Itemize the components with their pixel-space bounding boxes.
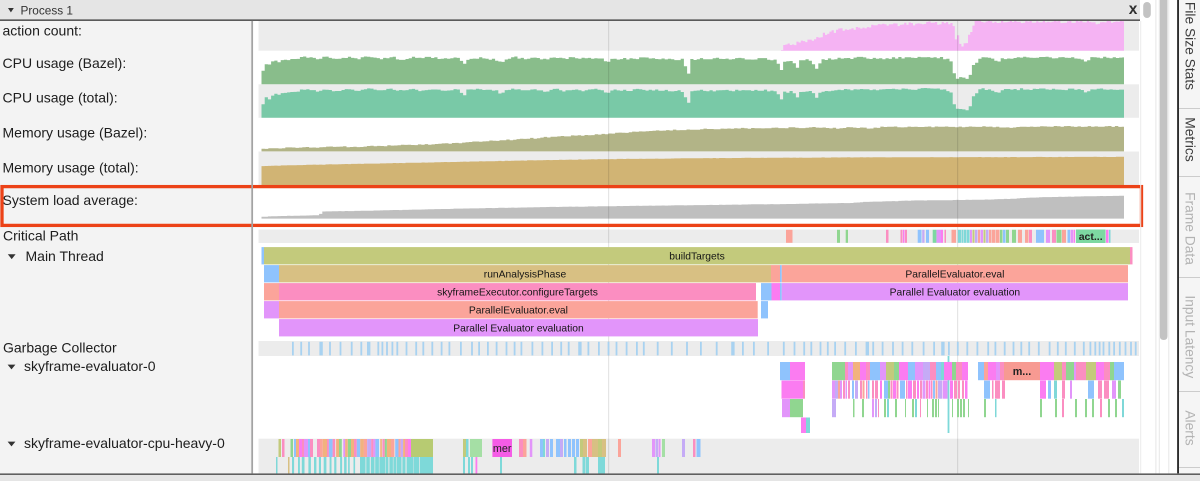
svg-text:skyframe-evaluator-cpu-heavy-0: skyframe-evaluator-cpu-heavy-0 (24, 435, 225, 451)
svg-text:act...: act... (1079, 231, 1103, 243)
svg-text:Parallel Evaluator evaluation: Parallel Evaluator evaluation (453, 323, 584, 334)
svg-text:ParallelEvaluator.eval: ParallelEvaluator.eval (469, 305, 568, 316)
svg-text:buildTargets: buildTargets (669, 251, 725, 262)
svg-text:CPU usage (total):: CPU usage (total): (3, 89, 118, 105)
svg-text:ParallelEvaluator.eval: ParallelEvaluator.eval (905, 269, 1004, 280)
svg-text:skyframe-evaluator-0: skyframe-evaluator-0 (24, 358, 156, 374)
svg-text:mer: mer (493, 443, 512, 455)
svg-text:Alerts: Alerts (1183, 410, 1198, 445)
svg-text:Critical Path: Critical Path (3, 227, 78, 243)
svg-text:Input Latency: Input Latency (1183, 295, 1198, 378)
svg-text:Memory usage (Bazel):: Memory usage (Bazel): (3, 124, 148, 140)
svg-text:Metrics: Metrics (1183, 117, 1198, 162)
svg-text:Main Thread: Main Thread (26, 248, 104, 264)
svg-text:Frame Data: Frame Data (1183, 192, 1198, 265)
svg-text:Memory usage (total):: Memory usage (total): (3, 159, 139, 175)
svg-text:CPU usage (Bazel):: CPU usage (Bazel): (3, 55, 127, 71)
svg-text:File Size Stats: File Size Stats (1183, 2, 1198, 90)
svg-text:skyframeExecutor.configureTarg: skyframeExecutor.configureTargets (437, 287, 598, 298)
svg-text:System load average:: System load average: (3, 192, 138, 208)
svg-text:Parallel Evaluator evaluation: Parallel Evaluator evaluation (890, 287, 1021, 298)
svg-text:action count:: action count: (3, 22, 82, 38)
svg-text:Garbage Collector: Garbage Collector (3, 339, 117, 355)
svg-text:runAnalysisPhase: runAnalysisPhase (484, 269, 567, 280)
svg-text:x: x (1129, 1, 1138, 18)
svg-text:m...: m... (1013, 366, 1032, 378)
svg-text:Process 1: Process 1 (21, 3, 73, 17)
